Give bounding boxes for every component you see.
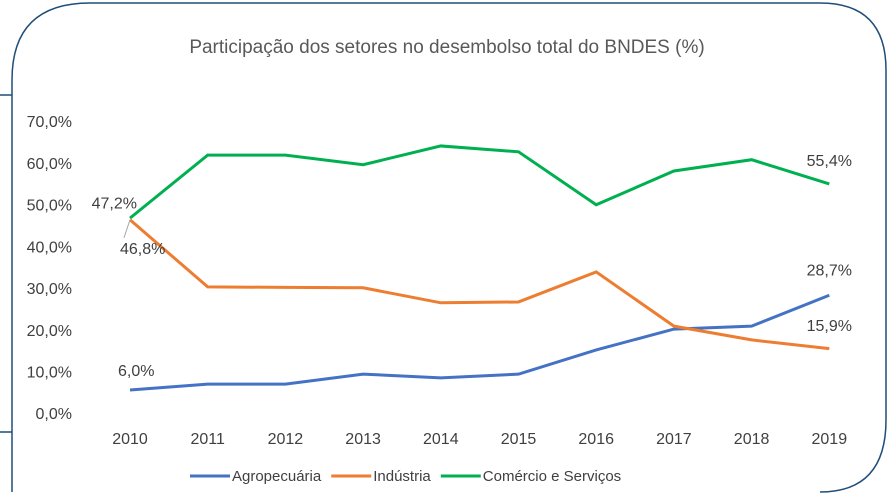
x-tick-label: 2013 <box>345 431 381 448</box>
x-tick-label: 2010 <box>112 431 148 448</box>
legend-label: Agropecuária <box>232 468 322 485</box>
data-label: 15,9% <box>807 318 852 335</box>
series-line <box>129 144 830 220</box>
x-tick-label: 2011 <box>190 431 225 448</box>
y-tick-label: 30,0% <box>27 281 72 298</box>
y-tick-label: 0,0% <box>36 406 72 423</box>
x-tick-label: 2014 <box>423 431 459 448</box>
x-tick-label: 2019 <box>812 431 848 448</box>
x-tick-label: 2012 <box>268 431 304 448</box>
x-tick-label: 2016 <box>578 431 614 448</box>
data-label: 47,2% <box>92 195 137 212</box>
data-label: 28,7% <box>807 262 852 279</box>
data-label: 6,0% <box>118 363 154 380</box>
y-tick-label: 50,0% <box>27 198 72 215</box>
y-tick-label: 10,0% <box>27 365 72 382</box>
series-line <box>129 293 830 392</box>
y-tick-label: 20,0% <box>27 323 72 340</box>
x-tick-label: 2017 <box>656 431 692 448</box>
data-label: 55,4% <box>807 153 852 170</box>
y-tick-label: 60,0% <box>27 156 72 173</box>
y-tick-label: 70,0% <box>27 114 72 131</box>
x-tick-label: 2015 <box>501 431 537 448</box>
legend-label: Comércio e Serviços <box>483 468 621 485</box>
x-tick-label: 2018 <box>734 431 770 448</box>
legend-label: Indústria <box>373 468 431 485</box>
series-line <box>129 218 830 351</box>
leader-line <box>123 219 131 238</box>
chart-title: Participação dos setores no desembolso t… <box>189 37 704 58</box>
data-label: 46,8% <box>120 241 165 258</box>
frame <box>11 2 887 493</box>
y-tick-label: 40,0% <box>27 239 72 256</box>
